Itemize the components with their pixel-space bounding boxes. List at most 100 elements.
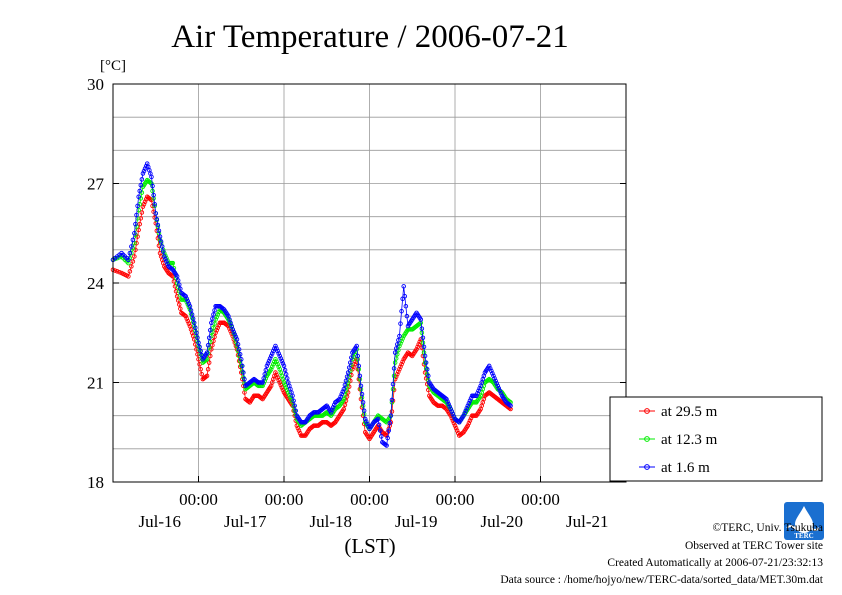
data-point: [497, 388, 503, 394]
data-point: [339, 391, 344, 397]
data-point: [163, 256, 168, 262]
data-point: [189, 312, 195, 317]
data-point: [164, 259, 169, 264]
x-tick-label: 00:00: [436, 490, 475, 509]
data-point: [396, 369, 401, 374]
data-point: [295, 425, 301, 431]
data-point: [188, 308, 194, 313]
data-point: [186, 301, 192, 306]
data-point: [154, 216, 160, 222]
data-point: [341, 386, 347, 392]
data-point: [206, 360, 212, 365]
data-point: [403, 303, 409, 309]
data-point: [448, 406, 453, 412]
data-point: [269, 364, 275, 369]
data-point: [277, 353, 282, 359]
data-point: [231, 329, 237, 335]
data-point: [275, 348, 280, 354]
data-point: [279, 385, 285, 390]
data-point: [184, 296, 189, 302]
data-point: [393, 346, 399, 351]
data-point: [204, 350, 210, 355]
data-point: [398, 321, 403, 326]
data-point: [424, 366, 430, 372]
data-point: [418, 317, 424, 322]
x-axis-label: (LST): [344, 534, 395, 558]
data-point: [415, 344, 420, 350]
data-point: [191, 320, 197, 326]
data-point: [139, 210, 145, 215]
data-point: [280, 387, 286, 393]
data-point: [392, 360, 398, 365]
data-point: [276, 351, 281, 356]
data-point: [183, 313, 188, 319]
data-point: [508, 403, 513, 408]
data-point: [135, 203, 140, 209]
series-line: [112, 179, 511, 430]
y-tick-label: 24: [87, 274, 105, 293]
data-point: [477, 386, 482, 391]
data-point: [277, 380, 282, 385]
data-point: [187, 303, 193, 309]
data-point: [331, 402, 337, 408]
x-tick-label: 00:00: [350, 490, 389, 509]
x-tick-label: 00:00: [521, 490, 560, 509]
data-point: [126, 257, 131, 263]
data-point: [292, 403, 297, 408]
data-point: [493, 378, 498, 384]
data-point: [377, 428, 383, 433]
data-point: [414, 347, 419, 352]
data-point: [400, 336, 405, 341]
data-point: [416, 342, 421, 347]
data-point: [404, 313, 410, 319]
data-point: [158, 239, 164, 244]
data-point: [387, 420, 393, 426]
created-text: Created Automatically at 2006-07-21/23:3…: [607, 557, 823, 569]
y-tick-label: 30: [87, 75, 104, 94]
data-point: [174, 274, 180, 279]
data-point: [132, 254, 137, 259]
data-point: [329, 407, 335, 413]
data-point: [265, 361, 271, 366]
data-point: [393, 374, 399, 379]
data-point: [205, 342, 211, 348]
wave-icon: [786, 525, 820, 531]
data-point: [390, 381, 396, 387]
terc-logo: TERC: [784, 502, 824, 540]
data-point: [153, 211, 158, 216]
y-tick-label: 27: [87, 175, 105, 194]
data-point: [360, 400, 366, 405]
data-point: [486, 363, 492, 369]
data-point: [345, 370, 351, 375]
data-point: [197, 344, 202, 350]
data-point: [365, 421, 370, 427]
data-point: [341, 406, 347, 412]
data-point: [400, 359, 405, 365]
data-point: [465, 403, 471, 408]
data-point: [214, 328, 219, 333]
data-point: [340, 389, 346, 394]
data-point: [205, 366, 211, 372]
data-point: [491, 373, 496, 379]
series-line: [112, 196, 511, 440]
data-point: [234, 337, 240, 342]
data-point: [396, 337, 401, 343]
data-point: [282, 367, 288, 373]
data-point: [183, 294, 188, 299]
data-point: [401, 284, 406, 289]
data-point: [275, 362, 280, 367]
data-point: [490, 371, 495, 376]
observed-text: Observed at TERC Tower site: [685, 540, 823, 552]
data-point: [346, 365, 352, 370]
data-point: [466, 420, 472, 426]
data-point: [208, 328, 213, 333]
legend-label: at 1.6 m: [661, 460, 710, 476]
data-point: [342, 382, 348, 388]
data-point: [354, 343, 359, 349]
data-point: [489, 368, 494, 374]
data-point: [419, 326, 425, 331]
data-point: [280, 361, 286, 366]
data-source-text: Data source : /home/hojyo/new/TERC-data/…: [500, 574, 823, 586]
data-point: [494, 381, 499, 386]
data-point: [274, 372, 279, 378]
